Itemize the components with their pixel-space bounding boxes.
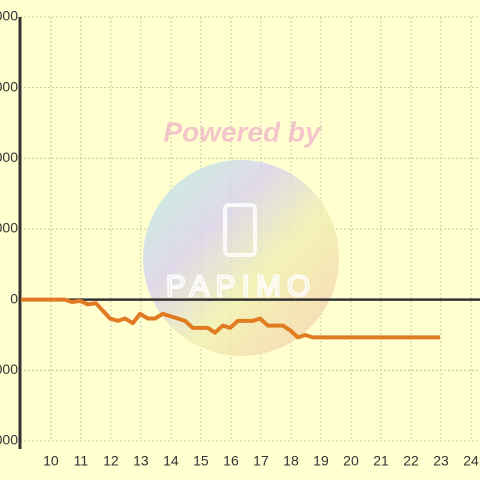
- y-tick-label: -6,000: [0, 432, 18, 448]
- x-tick-label: 13: [133, 453, 149, 469]
- y-tick-label: -3,000: [0, 361, 18, 377]
- x-tick-label: 12: [103, 453, 119, 469]
- y-tick-label: 0: [10, 290, 18, 306]
- x-tick-label: 24: [463, 453, 479, 469]
- x-tick-label: 14: [163, 453, 179, 469]
- y-tick-label: 9,000: [0, 78, 18, 94]
- x-tick-label: 11: [74, 453, 89, 469]
- x-tick-label: 23: [433, 453, 449, 469]
- x-tick-label: 19: [313, 453, 329, 469]
- y-tick-label: 6,000: [0, 149, 18, 165]
- watermark-circle: [143, 160, 339, 356]
- y-tick-label: 3,000: [0, 220, 18, 236]
- x-tick-label: 22: [403, 453, 419, 469]
- x-tick-label: 18: [283, 453, 299, 469]
- x-tick-label: 17: [253, 453, 269, 469]
- x-tick-label: 21: [373, 453, 389, 469]
- x-tick-label: 20: [343, 453, 359, 469]
- data-line: [20, 297, 441, 340]
- watermark-text: Powered by: [163, 116, 322, 147]
- x-tick-label: 16: [223, 453, 239, 469]
- watermark-icon: [223, 203, 257, 257]
- y-tick-label: 12,000: [0, 8, 18, 24]
- watermark-logo: PAPIMO: [166, 270, 316, 303]
- x-tick-label: 10: [43, 453, 59, 469]
- x-tick-label: 15: [193, 453, 209, 469]
